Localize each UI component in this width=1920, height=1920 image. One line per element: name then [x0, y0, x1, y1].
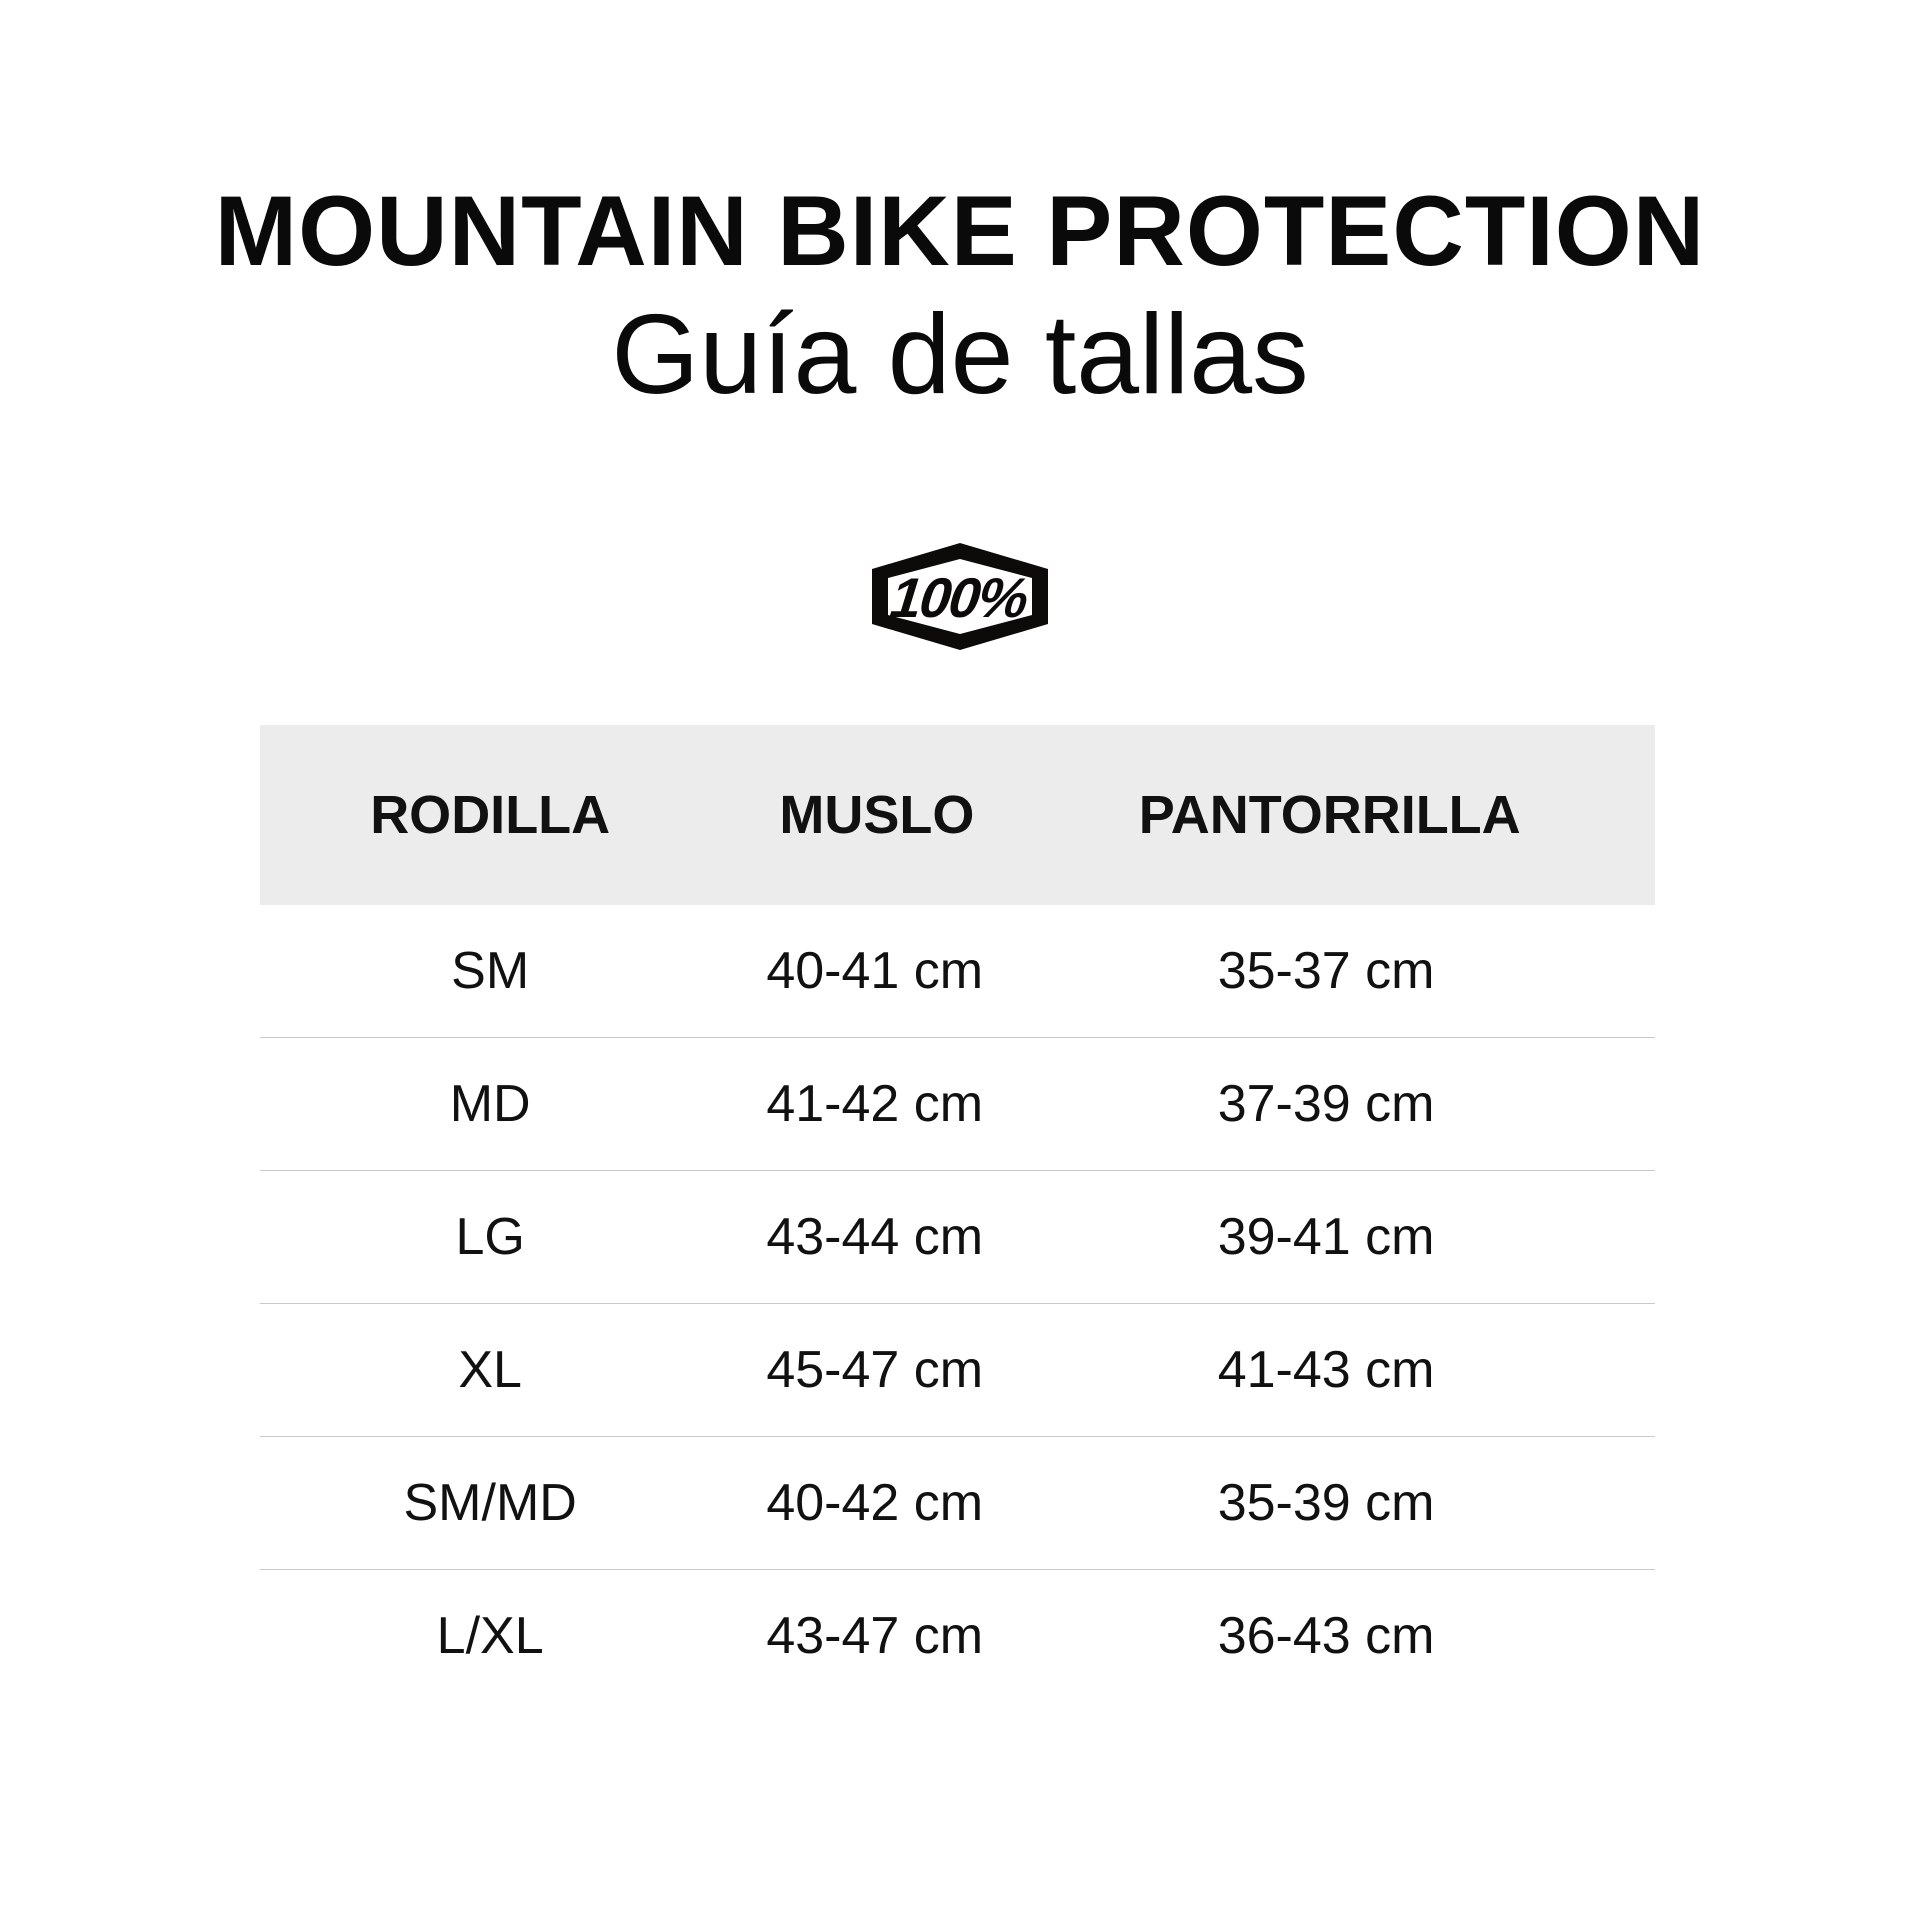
svg-text:100%: 100% — [882, 567, 1037, 630]
